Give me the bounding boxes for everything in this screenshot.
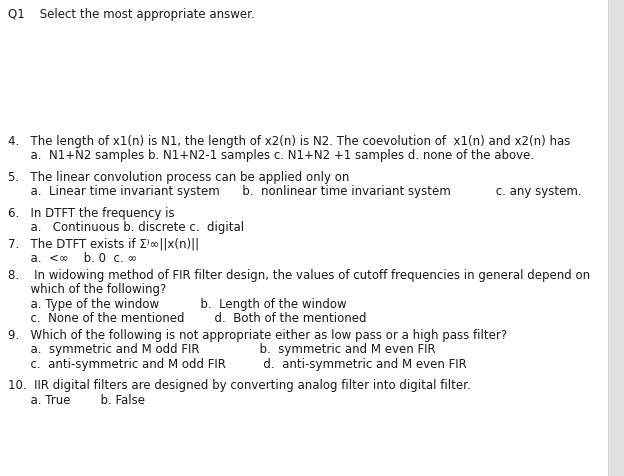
Text: Q1    Select the most appropriate answer.: Q1 Select the most appropriate answer. — [8, 8, 255, 21]
Text: a.  N1+N2 samples b. N1+N2-1 samples c. N1+N2 +1 samples d. none of the above.: a. N1+N2 samples b. N1+N2-1 samples c. N… — [8, 149, 534, 162]
Text: 5.   The linear convolution process can be applied only on: 5. The linear convolution process can be… — [8, 170, 349, 184]
Text: 9.   Which of the following is not appropriate either as low pass or a high pass: 9. Which of the following is not appropr… — [8, 328, 507, 341]
Text: a. Type of the window           b.  Length of the window: a. Type of the window b. Length of the w… — [8, 298, 346, 310]
Text: 8.    In widowing method of FIR filter design, the values of cutoff frequencies : 8. In widowing method of FIR filter desi… — [8, 268, 590, 281]
Text: 4.   The length of x1(n) is N1, the length of x2(n) is N2. The coevolution of  x: 4. The length of x1(n) is N1, the length… — [8, 135, 570, 148]
Text: 7.   The DTFT exists if Σ⁾∞||x(n)||: 7. The DTFT exists if Σ⁾∞||x(n)|| — [8, 238, 199, 250]
Text: 6.   In DTFT the frequency is: 6. In DTFT the frequency is — [8, 207, 175, 219]
Text: a.  <∞    b. 0  c. ∞: a. <∞ b. 0 c. ∞ — [8, 252, 137, 265]
Text: a.   Continuous b. discrete c.  digital: a. Continuous b. discrete c. digital — [8, 221, 244, 234]
Text: c.  anti-symmetric and M odd FIR          d.  anti-symmetric and M even FIR: c. anti-symmetric and M odd FIR d. anti-… — [8, 357, 467, 370]
Text: a. True        b. False: a. True b. False — [8, 393, 145, 406]
Text: which of the following?: which of the following? — [8, 283, 166, 296]
Text: a.  symmetric and M odd FIR                b.  symmetric and M even FIR: a. symmetric and M odd FIR b. symmetric … — [8, 343, 436, 356]
Text: c.  None of the mentioned        d.  Both of the mentioned: c. None of the mentioned d. Both of the … — [8, 312, 366, 325]
Bar — [608, 0, 624, 476]
Text: 10.  IIR digital filters are designed by converting analog filter into digital f: 10. IIR digital filters are designed by … — [8, 379, 470, 392]
Text: a.  Linear time invariant system      b.  nonlinear time invariant system       : a. Linear time invariant system b. nonli… — [8, 185, 582, 198]
